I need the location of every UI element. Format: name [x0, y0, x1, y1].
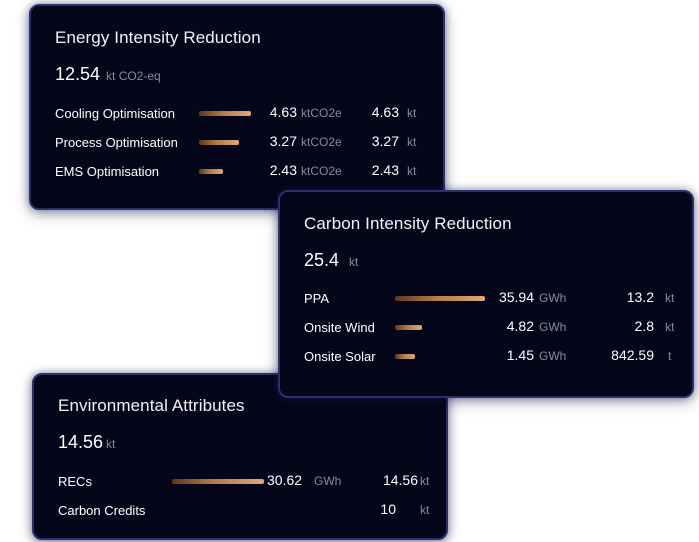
list-item[interactable]: Onsite Solar 1.45 GWh 842.59 t: [280, 347, 692, 367]
row-kt-value: 13.2: [626, 289, 654, 305]
list-item[interactable]: Cooling Optimisation 4.63 ktCO2e 4.63 kt: [31, 104, 443, 124]
row-kt-unit: kt: [407, 106, 417, 120]
row-kt-value: 14.56: [382, 472, 418, 488]
row-kt-unit: kt: [407, 164, 417, 178]
total-value: 14.56: [58, 432, 104, 452]
list-item[interactable]: PPA 35.94 GWh 13.2 kt: [280, 289, 692, 309]
row-value: 4.82: [506, 318, 534, 334]
value-bar: [395, 325, 422, 330]
row-kt-value: 2.43: [371, 162, 399, 178]
list-item[interactable]: Carbon Credits 10 kt: [34, 501, 446, 521]
row-value: 4.63: [269, 104, 297, 120]
row-kt-unit: t: [668, 349, 672, 363]
row-value: 1.45: [506, 347, 534, 363]
row-value-unit: GWh: [539, 320, 567, 334]
value-bar: [199, 140, 239, 145]
value-bar: [199, 169, 223, 174]
card-total: 14.56 kt: [58, 432, 115, 453]
row-value: 2.43: [269, 162, 297, 178]
list-item[interactable]: Onsite Wind 4.82 GWh 2.8 kt: [280, 318, 692, 338]
row-kt-value: 842.59: [611, 347, 654, 363]
total-unit: kt: [349, 255, 359, 269]
row-kt-value: 4.63: [371, 104, 399, 120]
list-item[interactable]: Process Optimisation 3.27 ktCO2e 3.27 kt: [31, 133, 443, 153]
row-kt-value: 3.27: [371, 133, 399, 149]
environmental-attributes-card[interactable]: Environmental Attributes 14.56 kt RECs 30…: [32, 373, 448, 540]
row-label: Process Optimisation: [55, 135, 178, 150]
row-kt-unit: kt: [407, 135, 417, 149]
card-total: 12.54 kt CO2-eq: [55, 64, 161, 85]
row-label: Cooling Optimisation: [55, 106, 175, 121]
row-label: PPA: [304, 291, 330, 306]
row-kt-unit: kt: [420, 503, 430, 517]
row-value-unit: GWh: [314, 474, 342, 488]
value-bar: [395, 296, 485, 301]
card-title: Carbon Intensity Reduction: [304, 214, 512, 233]
row-value-unit: ktCO2e: [301, 135, 342, 149]
card-title: Environmental Attributes: [58, 396, 245, 415]
row-label: Onsite Solar: [304, 349, 376, 364]
row-label: RECs: [58, 474, 92, 489]
total-unit: kt: [106, 437, 116, 451]
value-bar: [199, 111, 251, 116]
carbon-intensity-card[interactable]: Carbon Intensity Reduction 25.4 kt PPA 35…: [278, 190, 694, 398]
row-label: Carbon Credits: [58, 503, 146, 518]
card-title: Energy Intensity Reduction: [55, 28, 261, 47]
value-bar: [395, 354, 415, 359]
row-value-unit: ktCO2e: [301, 164, 342, 178]
row-kt-value: 10: [380, 501, 396, 517]
row-value-unit: GWh: [539, 349, 567, 363]
row-value: 35.94: [498, 289, 534, 305]
row-label: EMS Optimisation: [55, 164, 160, 179]
row-value: 3.27: [269, 133, 297, 149]
total-value: 25.4: [304, 250, 340, 270]
card-total: 25.4 kt: [304, 250, 358, 271]
row-label: Onsite Wind: [304, 320, 375, 335]
list-item[interactable]: RECs 30.62 GWh 14.56 kt: [34, 472, 446, 492]
row-kt-value: 2.8: [634, 318, 654, 334]
total-unit: kt CO2-eq: [106, 69, 161, 83]
value-bar: [172, 479, 264, 484]
total-value: 12.54: [55, 64, 101, 84]
row-kt-unit: kt: [665, 320, 675, 334]
row-kt-unit: kt: [420, 474, 430, 488]
list-item[interactable]: EMS Optimisation 2.43 ktCO2e 2.43 kt: [31, 162, 443, 182]
row-value: 30.62: [267, 472, 303, 488]
row-value-unit: GWh: [539, 291, 567, 305]
energy-intensity-card[interactable]: Energy Intensity Reduction 12.54 kt CO2-e…: [29, 4, 445, 210]
row-kt-unit: kt: [665, 291, 675, 305]
row-value-unit: ktCO2e: [301, 106, 342, 120]
